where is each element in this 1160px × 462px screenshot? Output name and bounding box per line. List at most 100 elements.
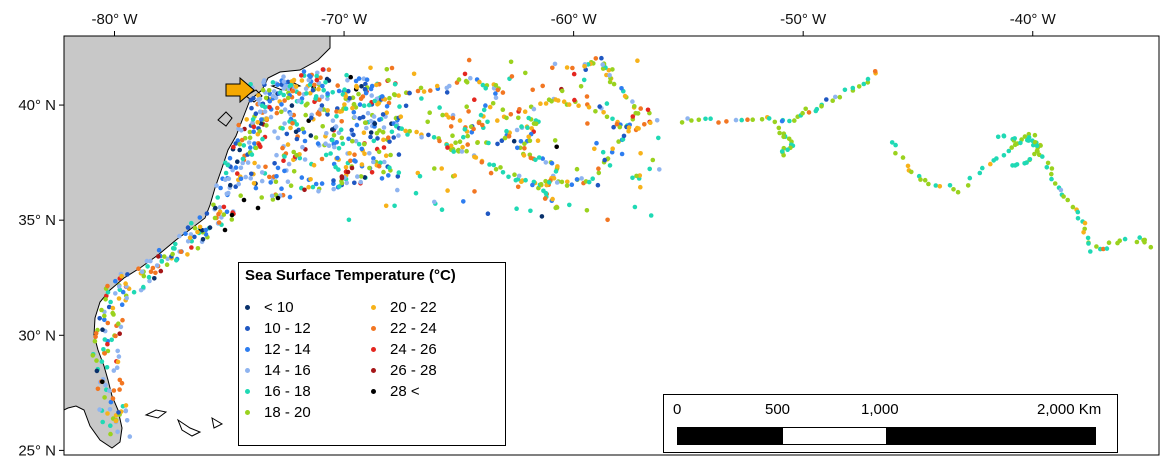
observation-point xyxy=(576,103,581,108)
observation-point xyxy=(457,139,463,144)
observation-point xyxy=(1049,176,1054,182)
observation-point xyxy=(824,97,829,102)
observation-point xyxy=(739,117,744,123)
observation-point xyxy=(515,145,520,151)
observation-point xyxy=(351,109,357,115)
observation-point xyxy=(230,167,235,173)
observation-point xyxy=(384,67,390,72)
observation-point xyxy=(387,95,392,101)
observation-point xyxy=(1018,140,1023,146)
observation-point xyxy=(800,110,805,116)
observation-point xyxy=(648,120,653,125)
observation-point xyxy=(274,152,279,158)
observation-point xyxy=(581,77,587,83)
observation-point xyxy=(203,232,209,237)
observation-point xyxy=(279,102,284,107)
observation-point xyxy=(338,127,344,132)
axis-ticks: -80° W -70° W -60° W -50° W -40° W 40° N 35° N… xyxy=(18,11,1056,459)
observation-point xyxy=(542,196,548,201)
observation-point xyxy=(1134,239,1140,245)
legend-label: 16 - 18 xyxy=(264,383,311,400)
observation-point xyxy=(540,156,545,161)
observation-point xyxy=(335,155,340,161)
observation-point xyxy=(235,159,240,164)
observation-point xyxy=(522,109,528,114)
observation-point xyxy=(238,193,243,198)
observation-point xyxy=(113,291,118,296)
observation-point xyxy=(145,264,150,269)
observation-point xyxy=(183,231,188,236)
observation-point xyxy=(282,121,287,126)
observation-point xyxy=(605,217,610,223)
observation-point xyxy=(389,129,395,135)
observation-point xyxy=(240,160,245,166)
observation-point xyxy=(814,106,820,112)
observation-point xyxy=(148,258,153,264)
legend-label: 20 - 22 xyxy=(390,299,437,316)
observation-point xyxy=(865,80,871,85)
observation-point xyxy=(116,284,122,289)
observation-point xyxy=(506,134,512,139)
observation-point xyxy=(275,165,281,171)
observation-point xyxy=(319,181,325,186)
observation-point xyxy=(300,144,305,150)
legend-swatch xyxy=(245,347,250,352)
observation-point xyxy=(597,104,602,109)
observation-point xyxy=(264,116,270,122)
observation-point xyxy=(647,166,652,172)
observation-point xyxy=(461,134,466,140)
observation-point xyxy=(543,190,549,196)
observation-point xyxy=(607,73,612,78)
observation-point xyxy=(392,81,398,87)
observation-point xyxy=(156,247,162,253)
observation-point xyxy=(229,212,235,218)
observation-point xyxy=(362,151,367,157)
observation-point xyxy=(1049,166,1055,171)
observation-point xyxy=(1010,163,1015,168)
observation-point xyxy=(299,73,304,78)
observation-point xyxy=(92,338,98,344)
observation-point xyxy=(314,73,320,79)
observation-point xyxy=(236,122,241,128)
observation-point xyxy=(538,182,544,187)
observation-point xyxy=(386,77,391,83)
observation-point xyxy=(249,152,255,157)
observation-point xyxy=(596,166,601,171)
observation-point xyxy=(313,94,319,99)
observation-point xyxy=(1082,220,1088,226)
observation-point xyxy=(407,128,413,134)
observation-point xyxy=(287,194,293,200)
observation-point xyxy=(387,165,392,170)
observation-point xyxy=(336,184,342,189)
observation-point xyxy=(388,152,393,158)
observation-point xyxy=(1027,157,1033,162)
observation-point xyxy=(212,215,218,221)
scale-bar: 0 500 1,000 2,000 Km xyxy=(663,394,1118,453)
observation-point xyxy=(360,114,366,120)
observation-point xyxy=(302,138,308,144)
observation-point xyxy=(368,86,374,92)
observation-point xyxy=(350,105,355,111)
observation-point xyxy=(462,127,468,132)
legend-item: 22 - 24 xyxy=(371,318,437,339)
observation-point xyxy=(323,141,328,146)
observation-point xyxy=(364,125,369,131)
observation-point xyxy=(165,256,170,262)
observation-point xyxy=(124,295,129,301)
observation-point xyxy=(1009,145,1014,150)
observation-point xyxy=(396,133,401,138)
observation-point xyxy=(619,151,625,157)
observation-point xyxy=(273,95,279,100)
observation-point xyxy=(124,418,130,423)
observation-point xyxy=(320,124,326,129)
observation-point xyxy=(282,168,287,174)
observation-point xyxy=(500,107,506,112)
legend-item: 26 - 28 xyxy=(371,360,437,381)
observation-point xyxy=(345,78,350,83)
observation-point xyxy=(543,178,548,184)
observation-point xyxy=(452,173,458,178)
legend: Sea Surface Temperature (°C) < 10 10 - 12… xyxy=(238,262,506,446)
observation-point xyxy=(1012,136,1017,141)
observation-point xyxy=(354,122,360,128)
observation-point xyxy=(508,59,514,65)
